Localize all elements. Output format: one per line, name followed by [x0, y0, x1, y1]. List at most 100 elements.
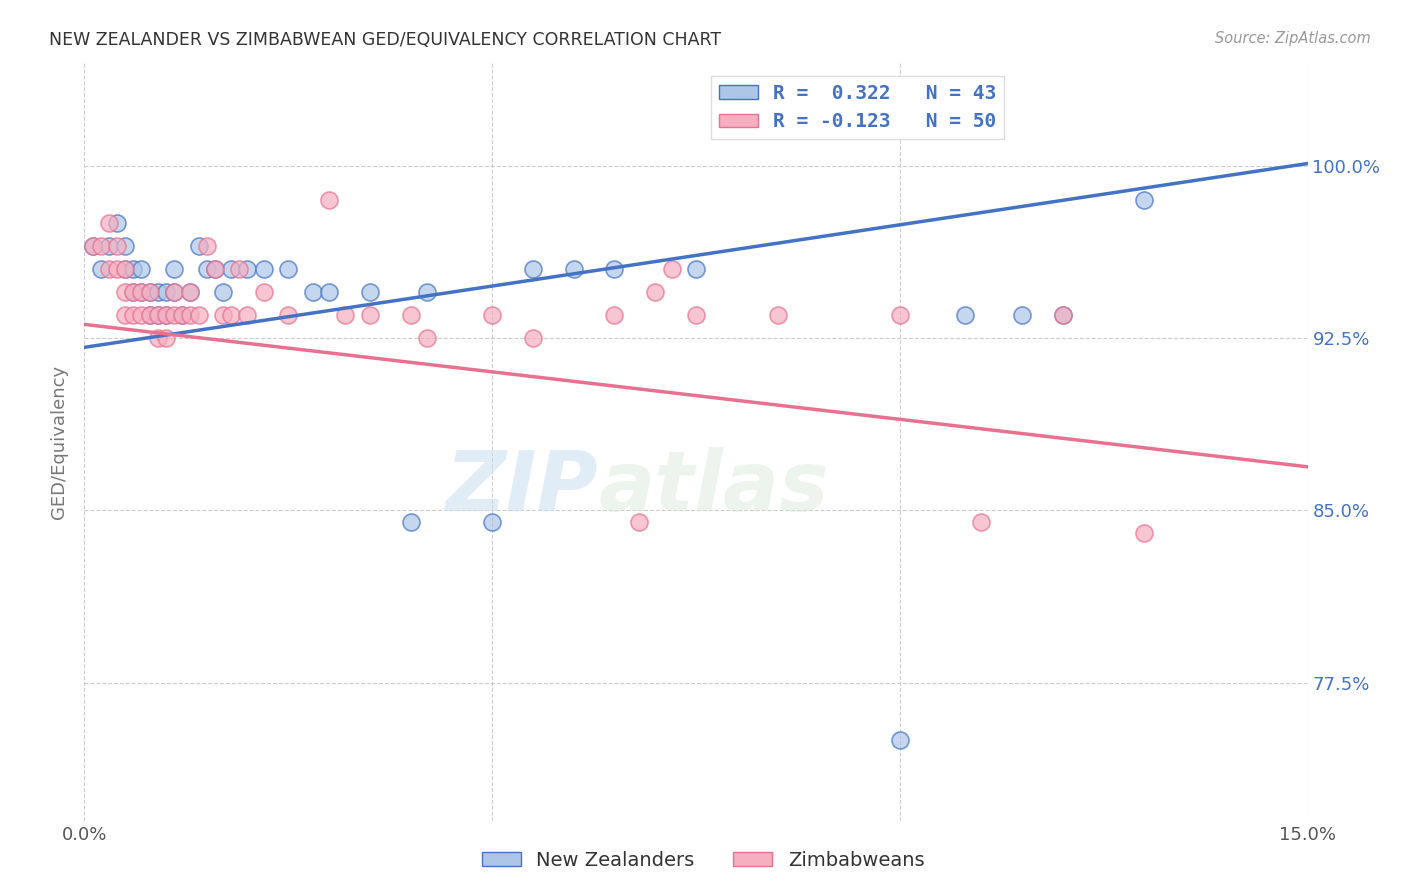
Point: [416, 285, 439, 300]
Point: [131, 262, 153, 277]
Point: [138, 285, 160, 300]
Point: [1133, 194, 1156, 208]
Point: [766, 308, 789, 322]
Point: [146, 331, 169, 345]
Point: [97, 262, 120, 277]
Point: [138, 308, 160, 322]
Point: [82, 239, 104, 253]
Point: [114, 262, 136, 277]
Point: [219, 262, 242, 277]
Point: [155, 308, 177, 322]
Point: [90, 239, 112, 253]
Point: [627, 515, 650, 529]
Point: [603, 262, 626, 277]
Point: [163, 262, 186, 277]
Point: [644, 285, 666, 300]
Point: [481, 515, 503, 529]
Point: [970, 515, 993, 529]
Text: NEW ZEALANDER VS ZIMBABWEAN GED/EQUIVALENCY CORRELATION CHART: NEW ZEALANDER VS ZIMBABWEAN GED/EQUIVALE…: [49, 31, 721, 49]
Point: [131, 308, 153, 322]
Point: [97, 239, 120, 253]
Point: [138, 308, 160, 322]
Point: [277, 262, 299, 277]
Legend: R =  0.322   N = 43, R = -0.123   N = 50: R = 0.322 N = 43, R = -0.123 N = 50: [711, 76, 1004, 139]
Point: [90, 262, 112, 277]
Point: [1011, 308, 1033, 322]
Text: Source: ZipAtlas.com: Source: ZipAtlas.com: [1215, 31, 1371, 46]
Point: [335, 308, 357, 322]
Point: [889, 308, 911, 322]
Point: [253, 285, 276, 300]
Point: [236, 308, 259, 322]
Point: [219, 308, 242, 322]
Point: [359, 308, 381, 322]
Point: [122, 308, 145, 322]
Point: [1052, 308, 1074, 322]
Point: [131, 285, 153, 300]
Point: [562, 262, 585, 277]
Point: [163, 285, 186, 300]
Legend: New Zealanders, Zimbabweans: New Zealanders, Zimbabweans: [474, 843, 932, 878]
Point: [105, 262, 128, 277]
Point: [399, 308, 422, 322]
Point: [318, 285, 340, 300]
Point: [155, 308, 177, 322]
Point: [253, 262, 276, 277]
Point: [122, 285, 145, 300]
Point: [318, 194, 340, 208]
Point: [228, 262, 250, 277]
Point: [163, 285, 186, 300]
Point: [236, 262, 259, 277]
Point: [522, 262, 544, 277]
Y-axis label: GED/Equivalency: GED/Equivalency: [51, 365, 69, 518]
Point: [889, 733, 911, 747]
Point: [481, 308, 503, 322]
Point: [277, 308, 299, 322]
Point: [122, 285, 145, 300]
Point: [399, 515, 422, 529]
Point: [195, 239, 218, 253]
Point: [105, 216, 128, 230]
Point: [163, 308, 186, 322]
Point: [172, 308, 194, 322]
Point: [301, 285, 323, 300]
Point: [131, 285, 153, 300]
Point: [603, 308, 626, 322]
Text: atlas: atlas: [598, 447, 828, 527]
Point: [97, 216, 120, 230]
Point: [522, 331, 544, 345]
Point: [146, 308, 169, 322]
Point: [953, 308, 976, 322]
Point: [155, 285, 177, 300]
Point: [114, 308, 136, 322]
Point: [212, 308, 235, 322]
Point: [416, 331, 439, 345]
Point: [685, 262, 707, 277]
Point: [187, 308, 209, 322]
Point: [179, 285, 201, 300]
Point: [1133, 526, 1156, 541]
Point: [114, 239, 136, 253]
Point: [82, 239, 104, 253]
Point: [179, 285, 201, 300]
Point: [155, 331, 177, 345]
Point: [138, 285, 160, 300]
Point: [204, 262, 226, 277]
Point: [172, 308, 194, 322]
Point: [661, 262, 683, 277]
Point: [204, 262, 226, 277]
Point: [195, 262, 218, 277]
Text: ZIP: ZIP: [446, 447, 598, 527]
Point: [146, 308, 169, 322]
Point: [122, 262, 145, 277]
Point: [359, 285, 381, 300]
Point: [105, 239, 128, 253]
Point: [179, 308, 201, 322]
Point: [187, 239, 209, 253]
Point: [114, 262, 136, 277]
Point: [114, 285, 136, 300]
Point: [212, 285, 235, 300]
Point: [1052, 308, 1074, 322]
Point: [146, 285, 169, 300]
Point: [685, 308, 707, 322]
